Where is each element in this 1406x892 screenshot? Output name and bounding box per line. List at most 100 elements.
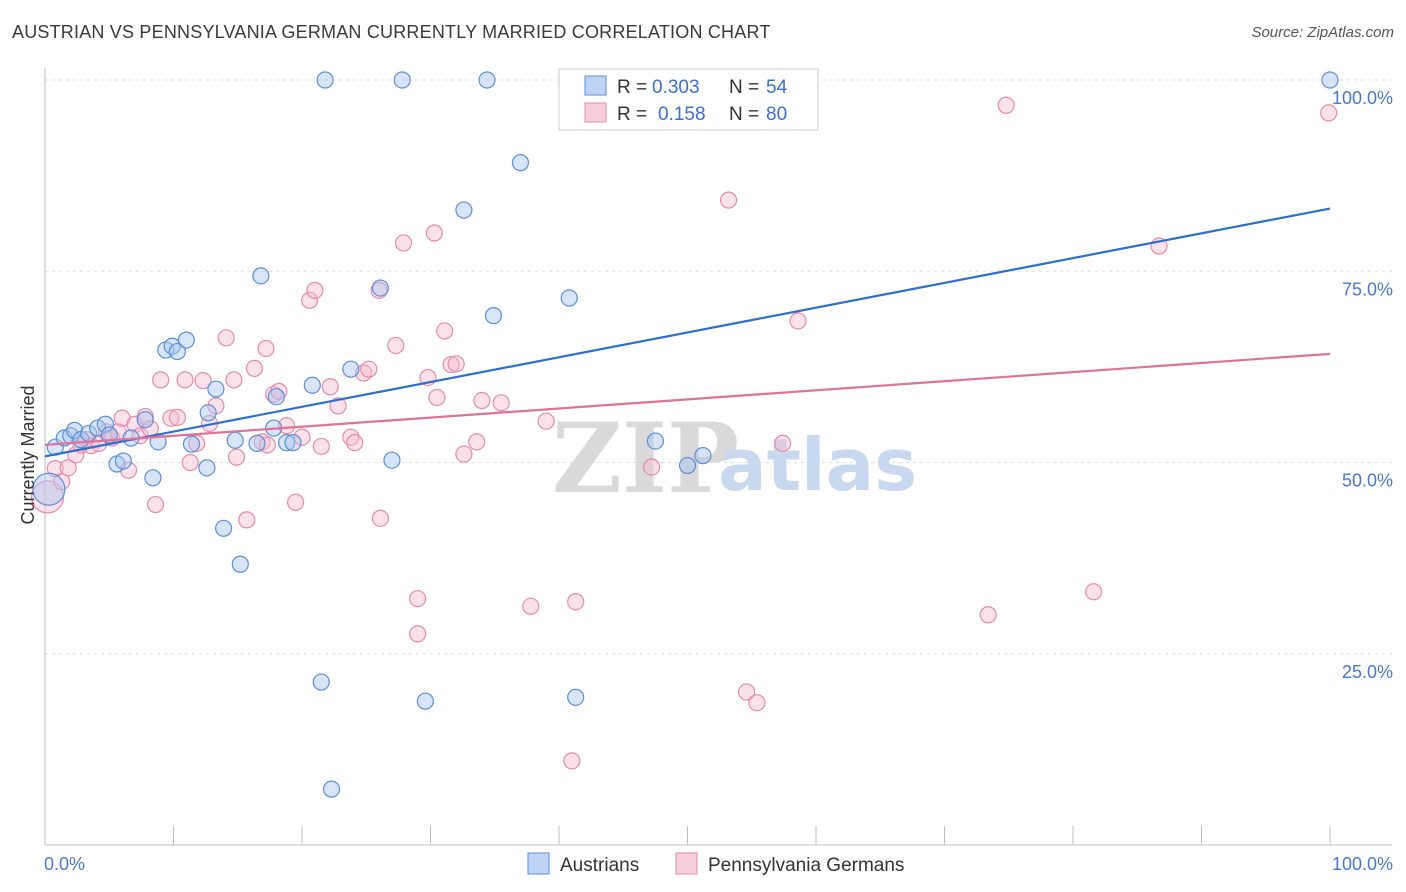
axes <box>44 68 1392 846</box>
pennsylvania-germans-point <box>720 191 738 209</box>
pennsylvania-germans-point <box>194 372 212 390</box>
pennsylvania-germans-point <box>447 355 465 373</box>
austrians-point <box>322 780 341 798</box>
watermark-atlas: atlas <box>718 423 917 507</box>
source-credit: Source: ZipAtlas.com <box>1251 24 1394 41</box>
austrians-point <box>231 555 249 573</box>
austrians-point <box>383 451 401 469</box>
austrians-point <box>198 459 216 477</box>
series-austrians-points <box>32 71 1339 798</box>
austrians-point <box>567 688 585 706</box>
legend-swatch-pennsylvania-germans <box>584 102 607 123</box>
chart-title: AUSTRIAN VS PENNSYLVANIA GERMAN CURRENTL… <box>12 22 771 42</box>
pennsylvania-germans-point <box>277 417 296 435</box>
pennsylvania-germans-point <box>522 597 540 615</box>
pennsylvania-germans-point <box>238 511 256 529</box>
pennsylvania-germans-point <box>181 453 199 472</box>
pennsylvania-germans-point <box>286 493 305 511</box>
pennsylvania-germans-point <box>265 385 283 404</box>
pennsylvania-germans-point <box>979 606 997 624</box>
austrians-point <box>248 434 266 452</box>
pennsylvania-germans-point <box>346 434 364 452</box>
series-pennsylvania-germans-points <box>30 96 1338 770</box>
pennsylvania-germans-point <box>217 329 235 347</box>
pennsylvania-germans-point <box>371 509 389 527</box>
pennsylvania-germans-point <box>436 322 454 340</box>
austrians-point <box>207 380 225 398</box>
correlation-legend: R = 0.303 N = 54 R = 0.158 N = 80 <box>558 68 819 131</box>
austrians-point <box>114 452 132 470</box>
pennsylvania-germans-point <box>428 388 446 407</box>
austrians-point <box>277 434 296 452</box>
austrians-point <box>455 201 473 219</box>
austrians-point <box>484 307 503 325</box>
austrians-point <box>96 415 114 433</box>
pennsylvania-germans-point <box>225 371 243 389</box>
austrians-point <box>177 331 195 349</box>
austrians-point <box>371 279 389 297</box>
austrians-point <box>646 432 664 450</box>
y-tick-label: 75.0% <box>1342 279 1393 299</box>
pennsylvania-germans-point <box>473 391 491 410</box>
gridlines <box>45 79 1392 655</box>
pennsylvania-germans-point <box>409 625 427 643</box>
austrians-point <box>65 421 84 439</box>
austrians-point <box>215 519 233 537</box>
pennsylvania-germans-point <box>306 281 324 299</box>
x-ticks <box>44 826 1331 845</box>
pennsylvania-germans-point <box>59 459 77 477</box>
pennsylvania-germans-point <box>168 408 186 426</box>
austrians-point <box>252 267 270 285</box>
legend-r-label-pennsylvania-germans: R = <box>617 104 647 125</box>
pennsylvania-germans-point <box>257 339 275 358</box>
pennsylvania-germans-point <box>188 434 206 452</box>
watermark: ZIP atlas <box>552 402 917 515</box>
pennsylvania-germans-point <box>329 397 347 415</box>
bottom-legend-swatch-pennsylvania-germans <box>675 852 698 875</box>
pennsylvania-germans-point <box>537 412 555 430</box>
trendlines <box>44 207 1331 458</box>
pennsylvania-germans-point <box>321 378 339 396</box>
trendline-austrians <box>44 207 1331 458</box>
y-tick-label: 100.0% <box>1332 88 1393 108</box>
legend-n-label-pennsylvania-germans: N = <box>729 104 759 125</box>
trendline-pennsylvania-germans <box>44 352 1331 447</box>
austrians-point <box>316 71 334 89</box>
pennsylvania-germans-point <box>997 96 1015 114</box>
pennsylvania-germans-point <box>468 433 486 451</box>
pennsylvania-germans-point <box>1320 104 1338 122</box>
austrians-point <box>226 431 244 449</box>
series-legend: Austrians Pennsylvania Germans <box>527 852 904 876</box>
pennsylvania-germans-point <box>563 752 581 770</box>
legend-n-label-austrians: N = <box>729 77 759 98</box>
bottom-legend-swatch-austrians <box>527 852 550 875</box>
pennsylvania-germans-point <box>312 437 330 456</box>
austrians-point <box>342 360 360 378</box>
pennsylvania-germans-point <box>773 434 792 452</box>
austrians-point <box>303 376 321 394</box>
pennsylvania-germans-point <box>789 312 807 330</box>
pennsylvania-germans-point <box>748 694 766 712</box>
austrians-point <box>511 154 530 172</box>
austrians-point <box>312 673 330 691</box>
pennsylvania-germans-point <box>360 360 378 378</box>
austrians-point <box>694 447 712 465</box>
pennsylvania-germans-point <box>394 234 413 252</box>
austrians-point <box>416 692 434 710</box>
pennsylvania-germans-point <box>245 359 264 378</box>
austrians-point <box>182 435 201 453</box>
pennsylvania-germans-point <box>409 590 427 608</box>
legend-n-value-austrians: 54 <box>766 77 788 98</box>
austrians-point <box>393 71 411 89</box>
austrians-point <box>144 469 162 487</box>
y-tick-labels: 25.0% 50.0% 75.0% 100.0% <box>1332 88 1393 682</box>
austrians-point <box>478 71 496 89</box>
pennsylvania-germans-point <box>53 473 71 491</box>
pennsylvania-germans-point <box>1084 583 1103 601</box>
pennsylvania-germans-point <box>442 355 460 374</box>
legend-r-value-austrians: 0.303 <box>652 77 700 98</box>
pennsylvania-germans-point <box>492 394 510 412</box>
y-tick-label: 25.0% <box>1342 662 1393 682</box>
austrians-point <box>1321 71 1339 89</box>
bottom-legend-label-pennsylvania-germans: Pennsylvania Germans <box>708 855 904 876</box>
